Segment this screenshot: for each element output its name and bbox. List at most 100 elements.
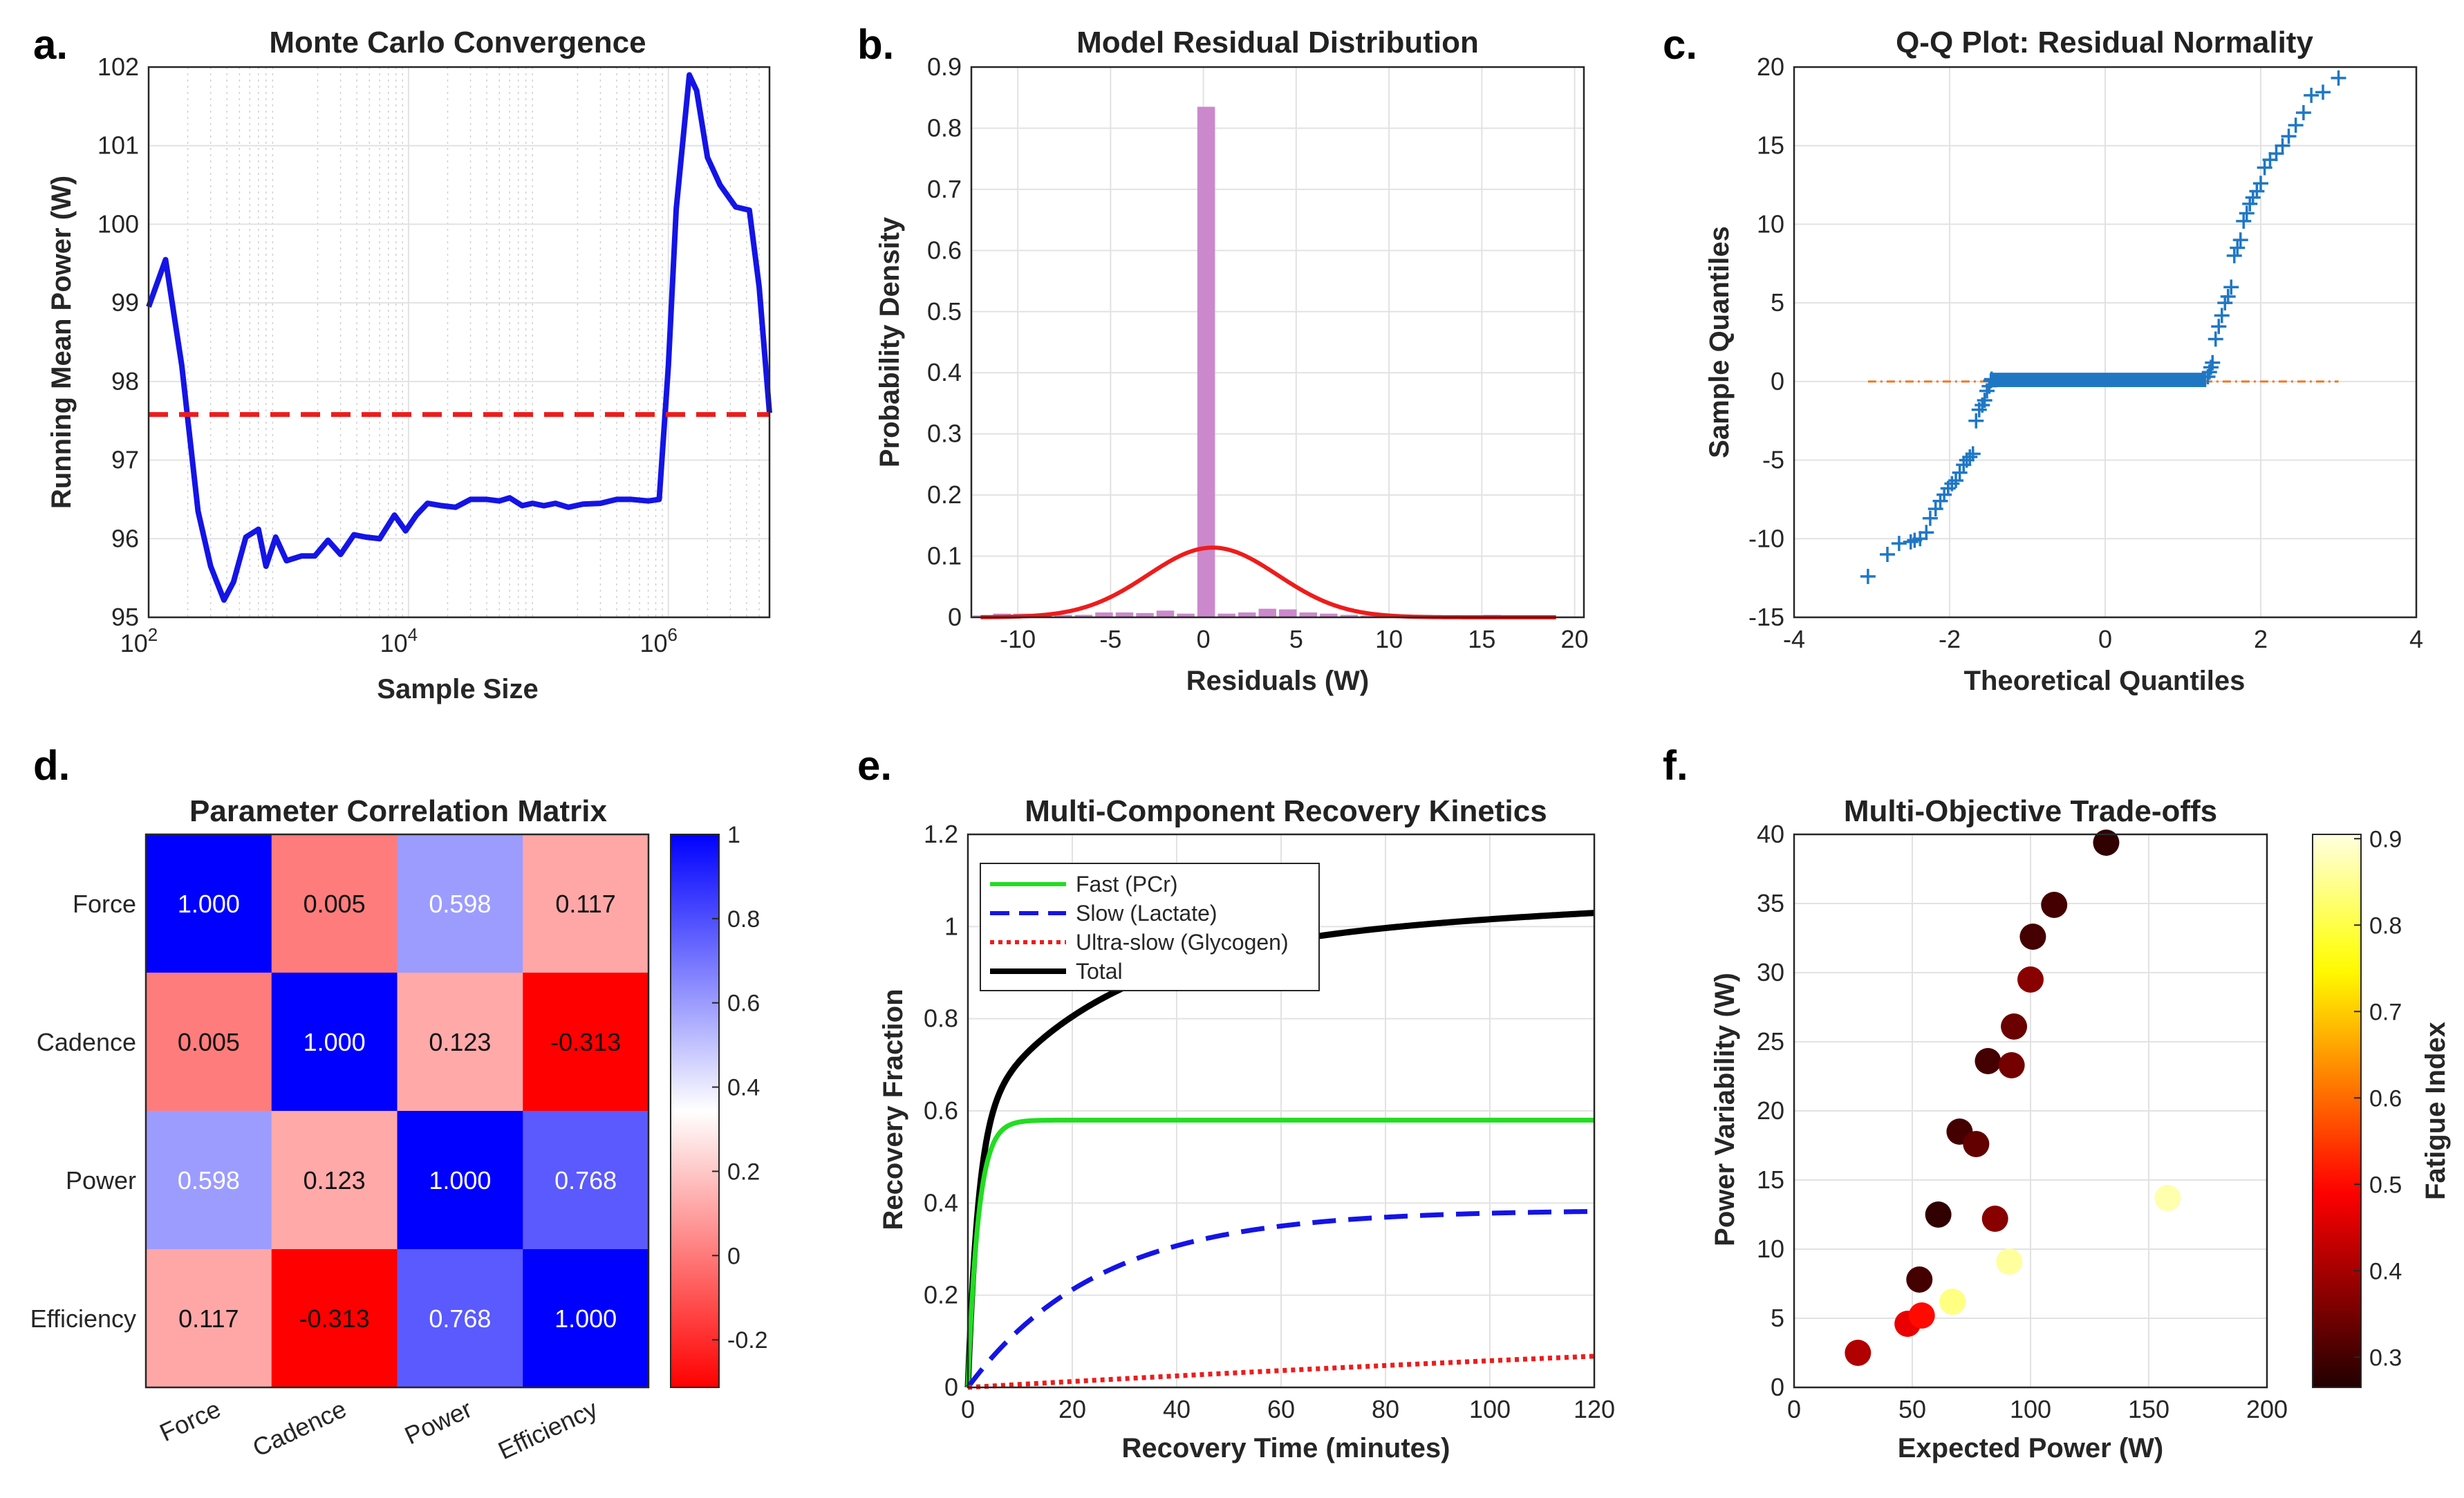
chart-model-residual-distribution: Model Residual Distribution Residuals (W…: [875, 26, 1589, 696]
plot-frame: [1793, 66, 2418, 619]
heatmap-cell-label: 1.000: [178, 890, 240, 918]
x-tick-label: 2: [2254, 625, 2268, 653]
qq-point: [2315, 84, 2331, 100]
colorbar: [670, 834, 720, 1388]
heatmap-cell: [523, 1111, 649, 1250]
histogram-bar: [1320, 613, 1338, 617]
y-tick-label: 15: [1757, 131, 1784, 160]
x-axis-label: Theoretical Quantiles: [1964, 666, 2246, 696]
x-tick-label: 40: [1163, 1395, 1191, 1423]
x-tick-label: 80: [1372, 1395, 1399, 1423]
y-tick-label: 5: [1771, 1304, 1784, 1332]
qq-point: [2242, 196, 2258, 212]
scatter-point: [2019, 924, 2046, 950]
heatmap-cell: [146, 973, 272, 1112]
scatter-points: [1845, 830, 2181, 1366]
series-line-fast-pcr: [965, 1117, 1594, 1388]
y-axis-label: Sample Quantiles: [1704, 226, 1735, 458]
chart-qq-plot: Q-Q Plot: Residual Normality Theoretical…: [1704, 26, 2423, 696]
qq-point: [1919, 525, 1934, 541]
heatmap-cell: [146, 834, 272, 973]
scatter-point: [1963, 1131, 1990, 1157]
x-tick-label: -2: [1939, 625, 1961, 653]
x-tick-label: 4: [2409, 625, 2423, 653]
qq-point: [1880, 547, 1895, 563]
heatmap-cell-label: 1.000: [304, 1028, 366, 1056]
heatmap-cell: [271, 973, 398, 1112]
y-tick-label: 10: [1757, 209, 1784, 238]
heatmap-cell: [397, 973, 523, 1112]
y-tick-label: 0.6: [927, 236, 962, 264]
panel-label-d: d.: [33, 742, 70, 789]
qq-point: [2249, 183, 2265, 199]
qq-point: [1891, 536, 1907, 552]
qq-point: [1948, 473, 1963, 489]
heatmap-cell: [397, 1249, 523, 1388]
scatter-point: [2041, 892, 2068, 918]
qq-point: [2211, 319, 2227, 335]
colorbar-tick-label: 0.8: [2369, 912, 2402, 939]
y-tick-label: 97: [111, 446, 139, 474]
heatmap-cell: [523, 834, 649, 973]
scatter-point: [1939, 1289, 1966, 1315]
histogram-bar: [1115, 612, 1134, 617]
colorbar-tick-label: -0.2: [727, 1327, 768, 1354]
row-label: Efficiency: [30, 1304, 136, 1333]
heatmap-cell-label: 0.768: [554, 1166, 617, 1195]
x-tick-label: 106: [640, 624, 678, 657]
x-tick-label: 0: [2098, 625, 2112, 653]
scatter-point: [1975, 1048, 2001, 1074]
y-axis-label: Power Variability (W): [1710, 973, 1740, 1246]
heatmap-cell-label: 0.123: [429, 1028, 491, 1056]
chart-title: Q-Q Plot: Residual Normality: [1896, 26, 2313, 59]
heatmap-cell: [397, 1111, 523, 1250]
qq-point: [2288, 118, 2304, 133]
y-tick-label: 40: [1757, 820, 1784, 848]
y-tick-label: 100: [97, 209, 139, 238]
y-tick-label: 0: [948, 603, 962, 631]
heatmap-cell: [271, 1249, 398, 1388]
x-tick-label: 5: [1289, 625, 1303, 653]
y-tick-label: 10: [1757, 1235, 1784, 1263]
histogram-bar: [1136, 612, 1154, 617]
scatter-point: [2001, 1013, 2028, 1040]
y-tick-label: 0.5: [927, 297, 962, 326]
histogram-bar: [1197, 106, 1215, 617]
y-tick-label: 0.8: [927, 113, 962, 142]
qq-point: [2253, 176, 2268, 191]
panel-label-e: e.: [857, 742, 892, 789]
y-axis-label: Running Mean Power (W): [46, 176, 77, 509]
y-tick-label: 0.8: [924, 1004, 958, 1033]
qq-point: [2268, 146, 2284, 162]
qq-point: [2232, 232, 2248, 248]
panel-label-c: c.: [1663, 21, 1697, 68]
y-tick-label: 102: [97, 53, 139, 81]
plot-frame: [147, 66, 771, 619]
y-tick-label: 0.2: [927, 480, 962, 509]
heatmap-cell-label: 0.005: [178, 1028, 240, 1056]
series-line-slow-lactate: [966, 1208, 1595, 1389]
y-tick-label: 0: [1771, 367, 1784, 395]
heatmap-cell-label: 0.005: [304, 890, 366, 918]
heatmap-cell: [146, 1249, 272, 1388]
y-tick-label: 35: [1757, 889, 1784, 917]
heatmap-cell-label: -0.313: [550, 1028, 621, 1056]
chart-recovery-kinetics: Multi-Component Recovery Kinetics Recove…: [878, 794, 1615, 1463]
qq-point: [2208, 331, 2223, 347]
scatter-point: [1906, 1266, 1933, 1293]
chart-parameter-correlation-matrix: Parameter Correlation Matrix 1.000 0.005 0…: [30, 794, 768, 1465]
chart-title: Multi-Component Recovery Kinetics: [1025, 794, 1547, 828]
heatmap-cell-label: 0.117: [555, 890, 615, 918]
histogram-bar: [1279, 609, 1297, 617]
chart-title: Multi-Objective Trade-offs: [1844, 794, 2217, 828]
x-tick-label: 20: [1058, 1395, 1086, 1423]
x-tick-label: 200: [2246, 1395, 2288, 1423]
dense-point-cluster: [1992, 373, 2207, 387]
heatmap-cell: [523, 973, 649, 1112]
colorbar: [2312, 834, 2362, 1388]
qq-point: [2239, 205, 2255, 221]
histogram-bar: [1340, 615, 1359, 617]
qq-point: [2257, 160, 2272, 176]
colorbar-tick-label: 0.6: [727, 991, 760, 1017]
colorbar-tick-label: 1: [727, 822, 740, 848]
